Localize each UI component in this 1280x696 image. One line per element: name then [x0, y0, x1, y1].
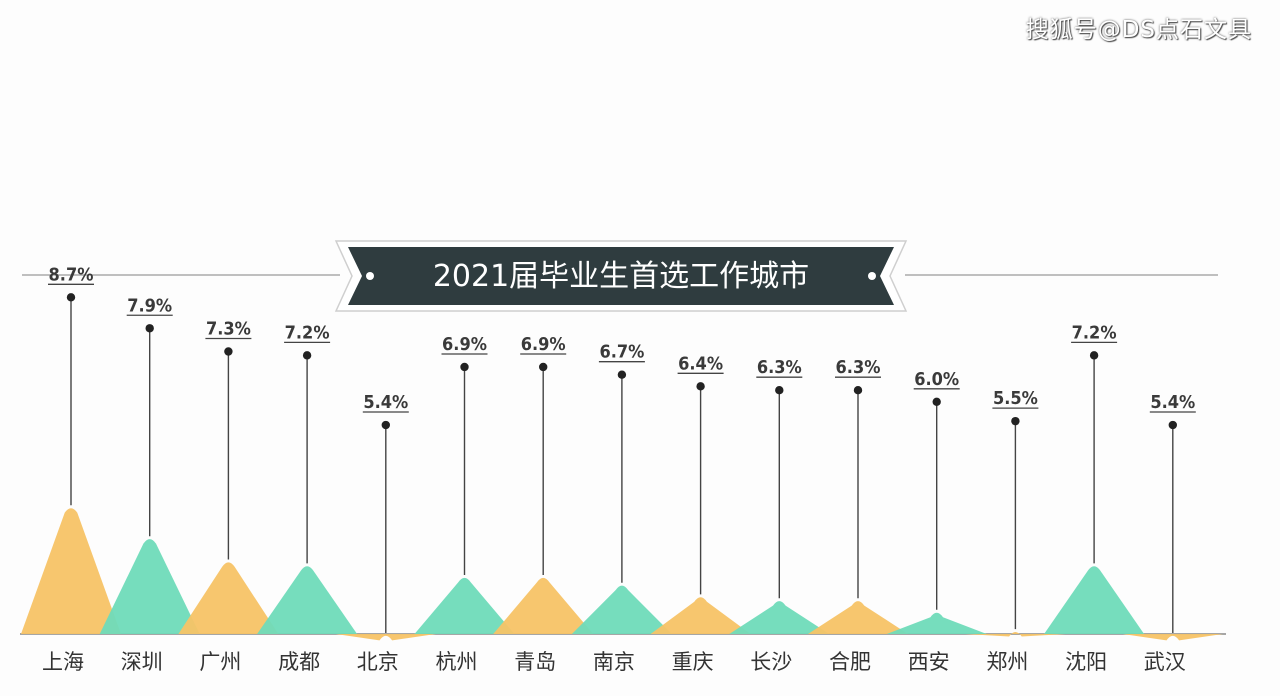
x-tick-label: 长沙 — [750, 650, 792, 674]
x-tick-label: 西安 — [908, 650, 950, 674]
bar-长沙 — [729, 601, 830, 634]
title-dot-right — [868, 272, 876, 280]
data-label: 7.9% — [127, 295, 172, 316]
bar-合肥 — [808, 601, 908, 634]
marker-dot — [381, 420, 390, 430]
marker-dot — [539, 362, 548, 372]
x-tick-label: 广州 — [199, 650, 241, 674]
x-tick-label: 沈阳 — [1065, 650, 1107, 674]
bar-郑州 — [965, 632, 1066, 637]
chart-marks: 8.7% 上海 7.9% 深圳 7.3% 广州 7.2% 成都 5.4% 北京 6.9% 杭州 6.9%… — [20, 264, 1226, 674]
chart-title: 2021届毕业生首选工作城市 — [433, 259, 809, 294]
x-tick-label: 北京 — [357, 650, 399, 674]
marker-dot — [853, 385, 863, 395]
marker-dot — [460, 362, 469, 372]
x-tick-label: 上海 — [42, 650, 84, 674]
data-label: 7.2% — [285, 322, 330, 343]
marker-dot — [145, 324, 154, 333]
bar-沈阳 — [1044, 566, 1145, 634]
data-label: 6.9% — [521, 334, 566, 355]
marker-dot — [932, 397, 941, 406]
marker-dot — [1011, 416, 1020, 426]
marker-dot — [1168, 420, 1178, 430]
data-label: 7.3% — [206, 318, 251, 339]
data-label: 6.3% — [836, 357, 881, 378]
title-ribbon — [348, 247, 894, 305]
x-tick-label: 武汉 — [1144, 650, 1186, 674]
chart-title-banner: 2021届毕业生首选工作城市 — [22, 240, 1218, 312]
x-tick-label: 杭州 — [436, 650, 478, 674]
bar-北京 — [335, 634, 436, 641]
bar-西安 — [886, 612, 987, 634]
x-tick-label: 重庆 — [672, 650, 714, 674]
title-dot-left — [366, 272, 374, 280]
marker-dot — [66, 293, 76, 302]
data-label: 8.7% — [49, 264, 94, 285]
x-tick-label: 郑州 — [986, 650, 1028, 674]
data-label: 7.2% — [1072, 322, 1117, 343]
bar-成都 — [257, 566, 358, 634]
marker-dot — [775, 385, 784, 395]
data-label: 6.4% — [678, 353, 723, 374]
bar-重庆 — [650, 597, 751, 634]
data-label: 5.5% — [993, 388, 1038, 409]
data-label: 6.9% — [442, 334, 487, 355]
x-tick-label: 合肥 — [829, 650, 871, 674]
data-label: 5.4% — [1150, 392, 1195, 413]
bar-上海 — [21, 508, 121, 634]
data-label: 6.0% — [914, 369, 959, 390]
bar-广州 — [178, 562, 279, 634]
bar-南京 — [571, 585, 672, 634]
bar-青岛 — [493, 577, 594, 634]
bar-深圳 — [99, 539, 200, 634]
bar-杭州 — [414, 577, 515, 634]
marker-dot — [224, 347, 233, 356]
bar-武汉 — [1122, 634, 1223, 641]
x-tick-label: 成都 — [278, 650, 320, 674]
data-label: 5.4% — [363, 392, 408, 413]
marker-dot — [302, 351, 312, 360]
watermark: 搜狐号@DS点石文具 — [1025, 17, 1252, 43]
marker-dot — [696, 382, 705, 391]
data-label: 6.7% — [599, 342, 644, 363]
marker-dot — [1089, 351, 1099, 360]
data-label: 6.3% — [757, 357, 802, 378]
marker-dot — [617, 370, 627, 379]
x-tick-label: 青岛 — [514, 650, 556, 674]
x-tick-label: 南京 — [593, 650, 635, 674]
x-tick-label: 深圳 — [121, 650, 163, 674]
